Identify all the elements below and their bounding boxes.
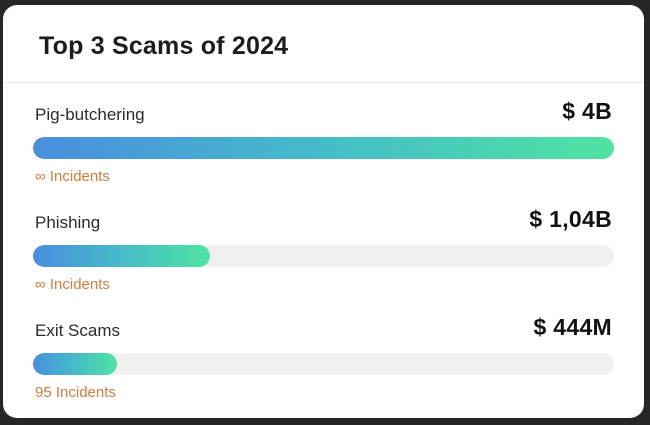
- card-body: Pig-butchering $ 4B ∞ Incidents Phishing…: [3, 83, 644, 401]
- scam-label: Pig-butchering: [35, 105, 145, 124]
- bar-fill: [33, 245, 210, 267]
- scam-label: Exit Scams: [35, 321, 121, 340]
- incidents-label: ∞ Incidents: [35, 276, 110, 293]
- bar-track: [33, 353, 614, 375]
- scams-card: Top 3 Scams of 2024 Pig-butchering $ 4B …: [3, 5, 644, 418]
- scam-value: $ 444M: [533, 314, 612, 340]
- row-header: Pig-butchering $ 4B: [33, 98, 614, 125]
- bar-fill: [33, 353, 118, 375]
- card-header: Top 3 Scams of 2024: [3, 5, 644, 83]
- incidents-label: 95 Incidents: [35, 384, 116, 401]
- card-title: Top 3 Scams of 2024: [39, 32, 289, 60]
- scam-row-pig-butchering: Pig-butchering $ 4B ∞ Incidents: [33, 98, 614, 185]
- bar-track: [33, 245, 614, 267]
- bar-fill: [33, 137, 614, 159]
- scam-value: $ 4B: [562, 98, 612, 124]
- row-header: Phishing $ 1,04B: [33, 206, 614, 233]
- scam-row-exit-scams: Exit Scams $ 444M 95 Incidents: [33, 314, 614, 401]
- scam-row-phishing: Phishing $ 1,04B ∞ Incidents: [33, 206, 614, 293]
- row-header: Exit Scams $ 444M: [33, 314, 614, 341]
- incidents-label: ∞ Incidents: [35, 168, 110, 185]
- scam-label: Phishing: [35, 213, 101, 232]
- bar-track: [33, 137, 614, 159]
- scam-value: $ 1,04B: [529, 206, 612, 232]
